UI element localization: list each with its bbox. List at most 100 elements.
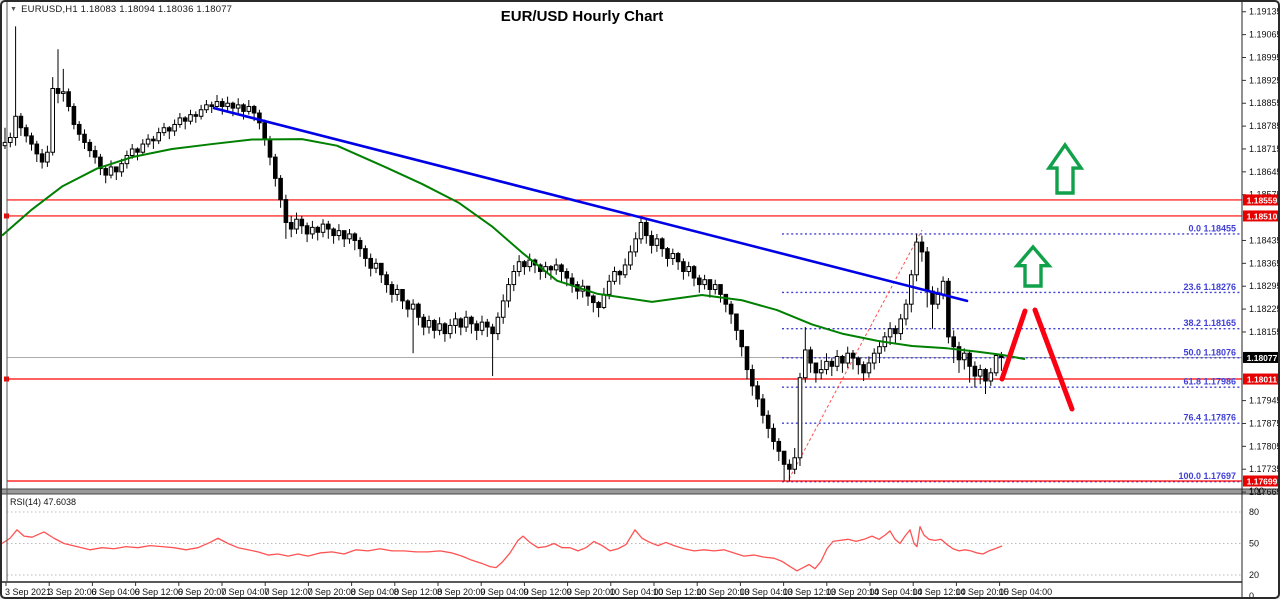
time-tick-label: 10 Sep 12:00 [653, 587, 707, 597]
candle-body [469, 316, 474, 325]
price-tick-label: 1.18715 [1249, 144, 1280, 154]
candle-body [988, 372, 994, 382]
candle-body [304, 225, 310, 235]
descending-trendline[interactable] [212, 106, 969, 303]
candle-body [946, 280, 951, 338]
candle-body [108, 166, 114, 176]
candle-body [389, 284, 395, 295]
drawn-red-arrow-strokes[interactable] [999, 307, 1075, 412]
candle-body [92, 150, 98, 158]
candle-body [188, 114, 193, 122]
candle-body [421, 316, 426, 328]
candle-body [29, 135, 34, 145]
price-tick-label: 1.18785 [1249, 121, 1280, 131]
rsi-pane [2, 511, 1242, 576]
candle-body [437, 323, 442, 331]
candle-body [145, 138, 151, 145]
candle-body [909, 274, 914, 305]
candle-body [808, 349, 813, 364]
candle-body [220, 101, 225, 107]
candle-body [834, 355, 840, 367]
candle-body [665, 248, 670, 259]
time-tick-label: 6 Sep 04:00 [91, 587, 140, 597]
candle-body [622, 264, 628, 276]
fib-level-label: 76.4 1.17876 [1183, 413, 1236, 423]
moving-average-line[interactable] [2, 138, 1026, 361]
candle-body [320, 223, 326, 233]
red-stroke [999, 308, 1028, 382]
time-tick-label: 6 Sep 20:00 [178, 587, 227, 597]
candle-body [442, 323, 448, 335]
candle-body [214, 101, 220, 107]
horizontal-levels[interactable] [4, 199, 1242, 482]
candle-body [914, 241, 919, 276]
rsi-scale-label: 50 [1249, 539, 1259, 549]
candle-body [728, 303, 734, 315]
candle-body [818, 369, 824, 374]
rsi-scale-label: 80 [1249, 507, 1259, 517]
fibonacci-labels: 0.0 1.18455 23.6 1.18276 38.2 1.18165 50.0 … [1178, 223, 1236, 481]
candle-body [659, 238, 665, 250]
price-tick-label: 1.17735 [1249, 464, 1280, 474]
candle-body [707, 279, 713, 290]
candle-body [548, 266, 554, 271]
rsi-scale-label: 100 [1249, 486, 1264, 496]
candle-body [829, 360, 835, 367]
candle-body [506, 284, 511, 302]
separator-bar [2, 489, 1278, 494]
candle-body [803, 349, 808, 379]
candle-body [39, 153, 45, 163]
candle-body [193, 114, 199, 117]
candle-body [797, 377, 803, 459]
rsi-scale-label: 0 [1249, 591, 1254, 599]
candle-body [559, 264, 564, 273]
candle-body [956, 346, 962, 361]
candle-body [972, 365, 978, 377]
candle-body [453, 318, 458, 326]
time-tick-label: 8 Sep 04:00 [351, 587, 400, 597]
candle-body [98, 156, 103, 170]
time-tick-label: 13 Sep 04:00 [739, 587, 793, 597]
time-tick-label: 7 Sep 20:00 [307, 587, 356, 597]
candle-body [771, 427, 776, 442]
price-tick-label: 1.18365 [1249, 258, 1280, 268]
fib-level-label: 100.0 1.17697 [1178, 471, 1236, 481]
pane-separator[interactable] [2, 488, 1280, 495]
candle-body [760, 398, 766, 416]
price-tick-label: 1.18435 [1249, 235, 1280, 245]
candle-body [273, 156, 278, 179]
candle-body [336, 230, 342, 237]
candle-body [617, 271, 623, 276]
candle-body [368, 257, 373, 269]
candle-body [294, 218, 299, 230]
candle-body [765, 414, 771, 429]
fib-level-label: 38.2 1.18165 [1183, 318, 1236, 328]
candle-body [288, 221, 294, 230]
price-axis[interactable]: 1.19135 1.19065 1.18995 1.18925 1.18855 1.187… [1241, 2, 1280, 599]
candle-body [755, 385, 760, 400]
time-tick-label: 15 Sep 04:00 [999, 587, 1053, 597]
candle-body [76, 123, 82, 135]
time-tick-label: 7 Sep 04:00 [221, 587, 270, 597]
price-tick-label: 1.19135 [1249, 7, 1280, 17]
candle-body [612, 271, 617, 282]
time-tick-label: 8 Sep 12:00 [394, 587, 443, 597]
green-up-arrows[interactable] [1013, 142, 1085, 288]
ascending-trendline[interactable] [788, 229, 923, 480]
rsi-line [2, 526, 1003, 572]
candle-body [564, 271, 570, 279]
candle-body [718, 284, 723, 295]
candle-body [87, 141, 93, 152]
chevron-down-icon[interactable]: ▼ [10, 6, 18, 13]
candle-body [410, 303, 416, 310]
candle-body [490, 326, 495, 335]
candle-body [251, 105, 257, 114]
candle-body [140, 143, 146, 153]
price-tick-label: 1.18225 [1249, 304, 1280, 314]
time-tick-label: 13 Sep 12:00 [783, 587, 837, 597]
candle-body [633, 238, 639, 253]
candle-body [887, 328, 893, 338]
time-tick-label: 6 Sep 12:00 [135, 587, 184, 597]
